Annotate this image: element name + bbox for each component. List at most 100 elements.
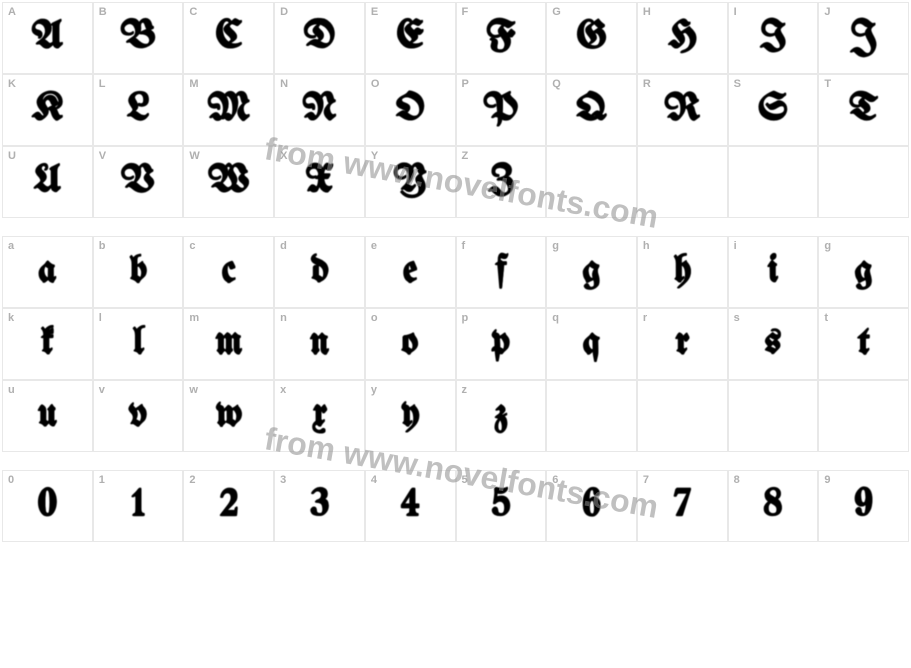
glyph-cell: pp [456,308,547,380]
cell-glyph: 2 [220,485,237,525]
cell-glyph: c [222,251,235,291]
cell-glyph: s [765,323,781,363]
glyph-cell: QQ [546,74,637,146]
glyph-cell: CC [183,2,274,74]
glyph-cell: 44 [365,470,456,542]
cell-glyph: a [39,251,57,291]
cell-glyph: O [396,89,425,129]
glyph-cell: kk [2,308,93,380]
cell-label: Z [462,150,469,162]
cell-glyph: N [303,89,337,129]
cell-label: L [99,78,106,90]
cell-label: R [643,78,651,90]
cell-label: q [552,312,559,324]
cell-glyph: W [208,161,249,201]
glyph-cell: dd [274,236,365,308]
cell-label: G [552,6,561,18]
cell-label: g [552,240,559,252]
cell-glyph: 0 [38,485,56,525]
glyph-cell: JJ [818,2,909,74]
cell-glyph: f [496,251,505,291]
cell-label: c [189,240,195,252]
cell-label: K [8,78,16,90]
cell-label: x [280,384,286,396]
cell-glyph: 3 [311,485,329,525]
cell-label: E [371,6,378,18]
cell-glyph: z [495,395,508,435]
cell-glyph: u [38,395,57,435]
glyph-cell: BB [93,2,184,74]
cell-glyph: y [401,395,419,435]
glyph-cell: 11 [93,470,184,542]
glyph-cell: gg [546,236,637,308]
glyph-row: aabbccddeeffgghhiigg [2,236,909,308]
cell-label: 1 [99,474,105,486]
cell-glyph: Y [394,161,427,201]
glyph-cell: 66 [546,470,637,542]
cell-glyph: 4 [401,485,418,525]
glyph-cell: TT [818,74,909,146]
cell-label: 8 [734,474,740,486]
cell-glyph: o [402,323,418,363]
cell-glyph: E [397,17,424,57]
cell-label: W [189,150,199,162]
cell-label: k [8,312,14,324]
cell-glyph: r [675,323,689,363]
glyph-cell: ss [728,308,819,380]
cell-label: F [462,6,469,18]
cell-label: i [734,240,737,252]
cell-glyph: Q [576,89,606,129]
cell-glyph: U [34,161,61,201]
cell-label: p [462,312,469,324]
cell-glyph: l [133,323,143,363]
glyph-cell: vv [93,380,184,452]
cell-glyph: G [577,17,606,57]
cell-glyph: 5 [492,485,510,525]
cell-label: N [280,78,288,90]
glyph-cell: XX [274,146,365,218]
cell-label: v [99,384,105,396]
cell-glyph: A [32,17,63,57]
cell-label: h [643,240,650,252]
glyph-cell: DD [274,2,365,74]
cell-label: 7 [643,474,649,486]
glyph-cell: 22 [183,470,274,542]
glyph-cell: KK [2,74,93,146]
glyph-cell: tt [818,308,909,380]
cell-glyph: L [127,89,149,129]
glyph-row: uuvvwwxxyyzz [2,380,909,452]
cell-glyph: i [768,251,778,291]
cell-label: D [280,6,288,18]
glyph-cell: aa [2,236,93,308]
cell-label: z [462,384,468,396]
glyph-cell: EE [365,2,456,74]
glyph-cell: 55 [456,470,547,542]
cell-label: V [99,150,106,162]
cell-glyph: n [310,323,329,363]
glyph-cell [728,380,819,452]
cell-label: l [99,312,102,324]
cell-glyph: Z [488,161,513,201]
cell-label: B [99,6,107,18]
cell-glyph: D [304,17,335,57]
cell-glyph: K [32,89,63,129]
cell-label: C [189,6,197,18]
glyph-cell: bb [93,236,184,308]
cell-label: 5 [462,474,468,486]
cell-glyph: B [121,17,155,57]
cell-glyph: 7 [674,485,690,525]
glyph-cell: UU [2,146,93,218]
cell-label: f [462,240,466,252]
glyph-cell: nn [274,308,365,380]
cell-glyph: h [674,251,691,291]
cell-glyph: e [403,251,417,291]
glyph-cell: mm [183,308,274,380]
glyph-row: AABBCCDDEEFFGGHHIIJJ [2,2,909,74]
cell-glyph: 6 [583,485,600,525]
glyph-cell: ww [183,380,274,452]
glyph-cell: AA [2,2,93,74]
glyph-cell: qq [546,308,637,380]
cell-glyph: F [487,17,516,57]
cell-label: 3 [280,474,286,486]
cell-label: Q [552,78,561,90]
